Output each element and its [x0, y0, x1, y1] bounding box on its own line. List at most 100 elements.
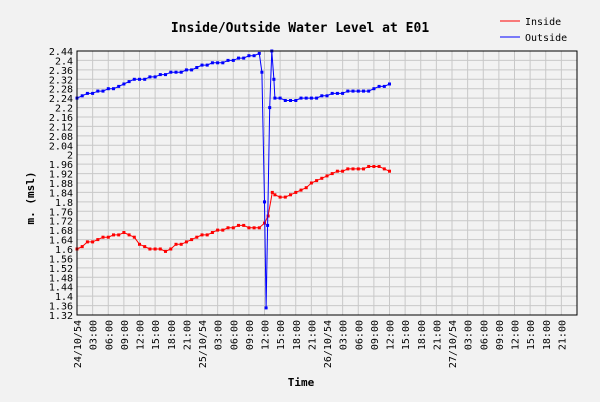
data-point-outside [264, 306, 268, 310]
data-point-inside [210, 231, 214, 234]
x-tick-label: 15:00 [276, 320, 287, 350]
data-point-inside [112, 233, 115, 237]
y-tick-label: 1.88 [49, 179, 73, 190]
y-axis-ticks: 2.442.42.362.322.282.242.22.162.122.082.… [49, 47, 73, 322]
data-point-outside [112, 87, 115, 91]
data-point-inside [346, 167, 350, 171]
data-point-outside [205, 63, 209, 67]
data-point-outside [289, 99, 292, 102]
y-tick-label: 2.36 [49, 66, 73, 77]
x-tick-label: 18:00 [167, 320, 178, 350]
data-point-inside [330, 172, 334, 176]
data-point-inside [335, 169, 339, 173]
x-tick-label: 12:00 [511, 320, 522, 350]
data-point-inside [221, 228, 225, 232]
x-tick-label: 09:00 [120, 320, 131, 350]
data-point-outside [315, 96, 319, 100]
y-tick-label: 1.6 [55, 245, 73, 256]
x-tick-label: 09:00 [370, 320, 381, 350]
x-tick-label: 15:00 [151, 320, 162, 350]
data-point-outside [320, 94, 324, 98]
data-point-outside [138, 77, 141, 81]
data-point-inside [143, 245, 147, 249]
data-point-inside [106, 235, 110, 239]
data-point-outside [382, 84, 386, 88]
data-point-outside [335, 91, 339, 95]
data-point-outside [362, 89, 365, 93]
x-tick-label: 15:00 [401, 320, 412, 350]
data-point-outside [294, 99, 298, 102]
data-point-outside [242, 56, 246, 60]
data-point-outside [210, 61, 214, 65]
data-point-inside [96, 238, 100, 242]
x-tick-label: 03:00 [464, 320, 475, 350]
data-point-inside [257, 226, 261, 230]
data-point-outside [80, 94, 84, 98]
data-point-inside [195, 235, 199, 239]
data-point-inside [122, 231, 126, 234]
y-tick-label: 2.12 [49, 122, 73, 133]
x-tick-label: 26/10/54 [323, 320, 334, 368]
y-tick-label: 2 [67, 151, 73, 162]
y-tick-label: 2.16 [49, 113, 73, 124]
data-point-inside [315, 179, 319, 183]
data-point-outside [148, 75, 152, 79]
x-tick-label: 06:00 [229, 320, 240, 350]
legend-label-outside: Outside [525, 33, 567, 44]
data-point-inside [169, 247, 173, 251]
x-tick-label: 21:00 [182, 320, 193, 350]
data-point-outside [272, 77, 276, 81]
data-point-outside [117, 84, 121, 88]
x-tick-label: 06:00 [479, 320, 490, 350]
data-point-inside [200, 233, 204, 237]
data-point-inside [231, 226, 235, 230]
data-point-outside [96, 89, 100, 93]
data-point-outside [237, 56, 240, 60]
y-tick-label: 1.8 [55, 198, 73, 209]
data-point-outside [221, 61, 225, 65]
data-point-outside [200, 63, 204, 67]
data-point-outside [372, 87, 376, 91]
legend: Inside Outside [500, 17, 567, 44]
x-tick-label: 27/10/54 [448, 320, 459, 368]
y-tick-label: 2.28 [49, 85, 73, 96]
data-point-inside [153, 247, 157, 251]
data-point-inside [388, 169, 391, 173]
data-point-outside [184, 68, 188, 72]
y-tick-label: 1.96 [49, 160, 73, 171]
data-point-inside [247, 226, 251, 230]
data-point-inside [117, 233, 121, 237]
data-point-inside [320, 176, 324, 180]
y-tick-label: 1.64 [49, 236, 73, 247]
data-point-inside [205, 233, 209, 237]
data-point-inside [294, 190, 298, 194]
data-point-outside [132, 77, 136, 81]
data-point-outside [266, 223, 270, 227]
y-tick-label: 1.56 [49, 254, 73, 265]
data-point-outside [247, 54, 251, 58]
data-point-inside [190, 238, 194, 242]
data-point-outside [85, 91, 89, 95]
data-point-outside [351, 89, 355, 93]
data-point-inside [226, 226, 230, 230]
y-tick-label: 1.4 [55, 292, 73, 303]
data-point-inside [309, 181, 313, 185]
data-point-inside [356, 167, 360, 171]
data-point-inside [325, 174, 329, 178]
data-point-outside [283, 99, 287, 102]
data-point-outside [377, 84, 381, 88]
data-point-inside [158, 247, 162, 251]
data-point-inside [273, 193, 277, 197]
data-point-outside [106, 87, 110, 91]
y-tick-label: 1.44 [49, 283, 73, 294]
data-point-outside [252, 54, 256, 58]
y-tick-label: 1.36 [49, 302, 73, 313]
data-point-inside [289, 193, 292, 197]
data-point-outside [325, 94, 329, 98]
data-point-outside [190, 68, 194, 72]
x-tick-label: 21:00 [432, 320, 443, 350]
x-tick-label: 21:00 [557, 320, 568, 350]
data-point-inside [242, 223, 246, 227]
